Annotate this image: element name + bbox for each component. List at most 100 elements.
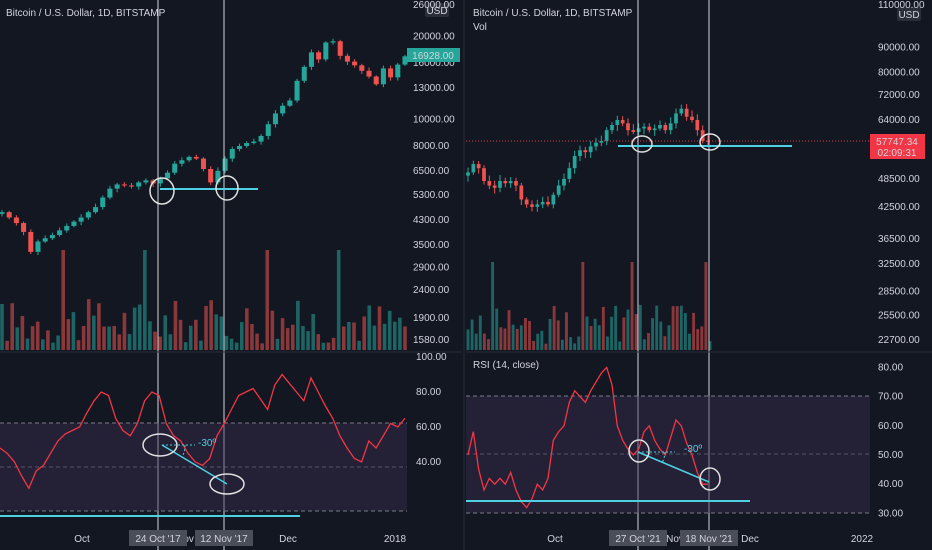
left-volume-bar bbox=[199, 340, 203, 350]
right-candle-body bbox=[514, 181, 518, 186]
right-candle-body bbox=[551, 194, 556, 205]
right-volume-bar bbox=[659, 321, 663, 350]
left-price-axis: 26000.00 20000.00 16000.00 13000.00 10000.00… bbox=[413, 0, 455, 346]
right-current-price-bg bbox=[870, 134, 925, 159]
right-volume-bar bbox=[573, 343, 577, 350]
right-rsi-line bbox=[467, 366, 708, 509]
right-price-tick: 110000.00 bbox=[878, 0, 925, 11]
left-volume-bar bbox=[209, 300, 213, 350]
left-title: Bitcoin / U.S. Dollar, 1D, BITSTAMP bbox=[6, 8, 166, 19]
left-candle-body bbox=[71, 221, 77, 226]
right-candle-body bbox=[562, 178, 566, 186]
left-rsi-angle-arc bbox=[181, 444, 186, 458]
left-candle-body bbox=[366, 70, 372, 77]
left-rsi-tick: 100.00 bbox=[416, 352, 447, 363]
right-candle-body bbox=[530, 204, 534, 207]
right-x-label-dec: Dec bbox=[741, 534, 759, 545]
left-candle-body bbox=[251, 141, 257, 144]
right-volume-bar bbox=[487, 339, 490, 350]
left-volume-bar bbox=[234, 342, 239, 350]
right-rsi-tick: 40.00 bbox=[878, 479, 903, 490]
left-date-marker-2: 12 Nov '17 bbox=[200, 534, 248, 545]
right-price-tick: 90000.00 bbox=[878, 43, 920, 54]
left-currency-badge[interactable]: USD bbox=[426, 6, 447, 17]
left-candle-body bbox=[236, 145, 243, 150]
left-volume-bar bbox=[56, 335, 60, 350]
left-volume-bar bbox=[270, 310, 275, 350]
right-volume-bar bbox=[610, 316, 613, 350]
left-volume-bar bbox=[173, 300, 178, 350]
right-rsi-panel: RSI (14, close) 80.00 70.00 60.00 50.00 40.0… bbox=[466, 351, 932, 519]
left-candle-body bbox=[121, 184, 127, 186]
left-volume-bar bbox=[153, 331, 157, 350]
right-volume-bar bbox=[704, 262, 708, 350]
right-price-tick: 48500.00 bbox=[878, 174, 920, 185]
left-candle-body bbox=[272, 113, 278, 125]
right-x-label-oct: Oct bbox=[547, 534, 563, 545]
left-volume-bar bbox=[97, 303, 101, 350]
left-volume-bar bbox=[321, 342, 326, 350]
right-volume-label: Vol bbox=[473, 22, 487, 33]
left-candle-body bbox=[373, 76, 379, 85]
right-candle-body bbox=[578, 150, 582, 157]
left-volume-bar bbox=[224, 335, 229, 350]
left-candle-body bbox=[395, 64, 401, 78]
right-volume-bar bbox=[515, 328, 519, 350]
left-volume-bar bbox=[336, 250, 341, 350]
left-price-tick: 1900.00 bbox=[413, 313, 450, 324]
left-candle-body bbox=[136, 182, 142, 187]
left-price-tick: 8000.00 bbox=[413, 141, 450, 152]
left-candle-body bbox=[352, 61, 358, 66]
left-volume-bar bbox=[194, 319, 198, 350]
right-volume-bar bbox=[634, 314, 638, 350]
right-currency-badge-bg[interactable] bbox=[897, 7, 921, 21]
right-candle-body bbox=[524, 199, 529, 205]
left-candle-body bbox=[344, 55, 350, 62]
left-volume-bar bbox=[260, 343, 264, 350]
left-volume-bar bbox=[255, 333, 259, 350]
right-volume-bar bbox=[585, 316, 589, 350]
left-candle-body bbox=[337, 41, 343, 56]
left-volume-bar bbox=[398, 317, 402, 350]
left-volume-bar bbox=[15, 327, 20, 350]
left-current-price-bg bbox=[407, 48, 460, 62]
right-volume-bar bbox=[679, 305, 683, 350]
left-volume-bar bbox=[92, 315, 96, 350]
right-volume-bar bbox=[655, 305, 659, 350]
right-rsi-trend bbox=[637, 451, 710, 483]
right-rsi-tick: 60.00 bbox=[878, 421, 903, 432]
right-volume-bar bbox=[491, 262, 495, 350]
right-volume-bar bbox=[544, 343, 548, 350]
left-candle-body bbox=[179, 160, 185, 164]
left-volume-bar bbox=[117, 334, 122, 350]
left-date-marker-2-bg bbox=[195, 530, 253, 546]
right-price-circle-2 bbox=[699, 133, 721, 151]
left-volume-bar bbox=[25, 338, 30, 350]
left-rsi-panel: 100.00 80.00 60.00 40.00 -30º bbox=[0, 351, 462, 517]
right-volume-bar bbox=[519, 325, 523, 350]
right-price-tick: 42500.00 bbox=[878, 202, 920, 213]
right-candle-body bbox=[482, 168, 486, 182]
left-candle-body bbox=[287, 100, 293, 106]
left-candle-body bbox=[85, 212, 91, 218]
left-candle-body bbox=[280, 105, 286, 114]
left-candle-body bbox=[13, 217, 19, 224]
left-volume-bar bbox=[311, 313, 315, 350]
left-volume-bar bbox=[362, 316, 366, 350]
right-volume-bar bbox=[708, 341, 712, 350]
left-candle-body bbox=[222, 158, 228, 171]
left-volume-bar bbox=[377, 306, 382, 350]
left-candle-body bbox=[308, 52, 314, 67]
right-volume-bar bbox=[618, 341, 622, 350]
left-volume-bar bbox=[275, 338, 280, 350]
right-volume-bar bbox=[667, 325, 671, 350]
right-date-marker-1: 27 Oct '21 bbox=[615, 534, 661, 545]
right-volume-bar bbox=[692, 312, 696, 350]
right-candle-body bbox=[487, 181, 492, 186]
left-candle-body bbox=[186, 156, 192, 161]
left-x-label-2018: 2018 bbox=[384, 534, 407, 545]
right-currency-badge[interactable]: USD bbox=[898, 10, 919, 21]
right-volume-bar bbox=[589, 325, 593, 350]
left-volume bbox=[0, 250, 407, 350]
left-currency-badge-bg[interactable] bbox=[425, 3, 449, 17]
